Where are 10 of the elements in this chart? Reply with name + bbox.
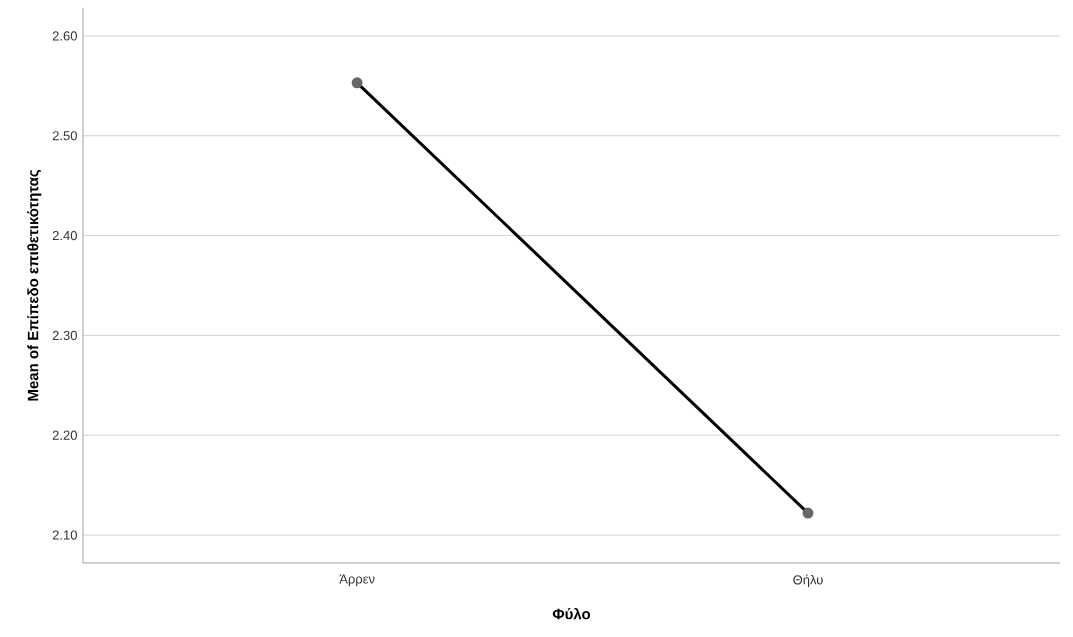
x-tick-label: Άρρεν: [339, 574, 375, 587]
y-tick-label: 2.10: [52, 530, 77, 540]
y-tick-label: 2.60: [52, 31, 77, 41]
y-axis-title: Mean of Επίπεδο επιθετικότητας: [27, 169, 42, 401]
y-tick-label: 2.20: [52, 430, 77, 440]
y-tick-label: 2.50: [52, 131, 77, 141]
x-tick-label: Θήλυ: [793, 574, 823, 588]
x-axis-title: Φύλο: [552, 607, 591, 620]
y-tick-label: 2.40: [52, 230, 77, 241]
y-tick-label: 2.30: [52, 330, 77, 341]
